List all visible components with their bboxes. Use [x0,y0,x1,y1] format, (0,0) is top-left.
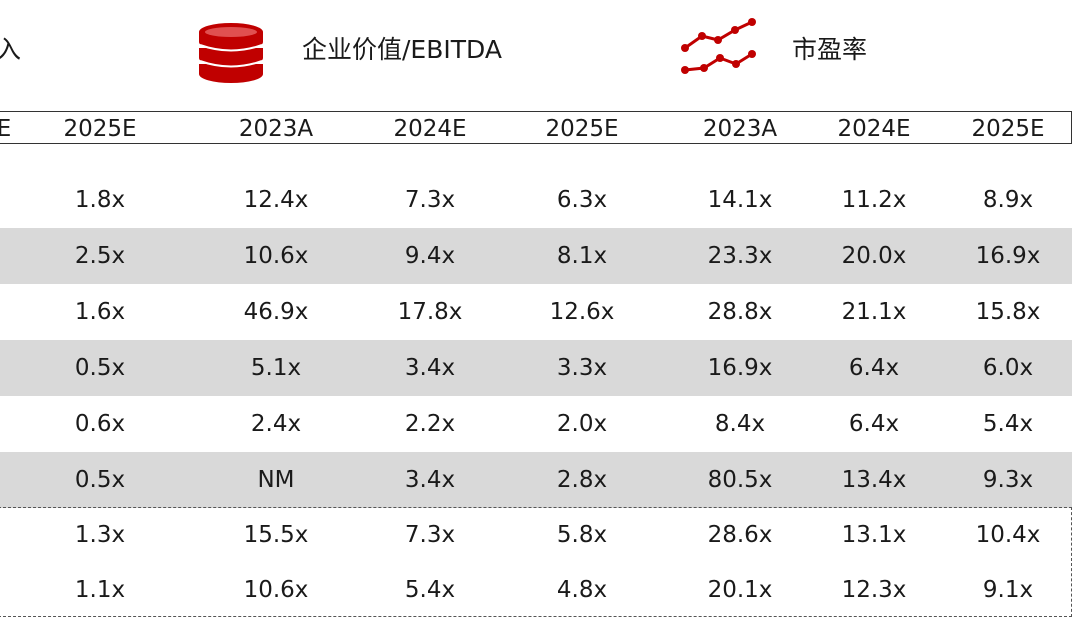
table-cell: 6.3x [556,187,608,213]
table-cell: 1.1x [74,577,126,603]
table-cell: 3.3x [556,355,608,381]
table-cell: 0.6x [74,411,126,437]
table-cell: 2.5x [74,243,126,269]
line-trend-icon [680,18,758,84]
table-cell: 9.1x [982,577,1034,603]
table-row: 0.5x 5.1x 3.4x 3.3x 16.9x 6.4x 6.0x [0,340,1072,396]
table-cell: 5.1x [250,355,302,381]
column-header: 2023A [238,116,314,142]
column-header: 2025E [545,116,619,142]
table-cell: 7.3x [404,522,456,548]
table-cell: 0.5x [74,355,126,381]
table-cell: 10.6x [243,243,309,269]
table-cell: 2.2x [404,411,456,437]
column-header-bar [0,111,1072,144]
table-row: 2.5x 10.6x 9.4x 8.1x 23.3x 20.0x 16.9x [0,228,1072,284]
table-cell: 8.1x [556,243,608,269]
table-cell: 15.5x [243,522,309,548]
table-cell: 11.2x [841,187,907,213]
table-cell: 5.8x [556,522,608,548]
table-cell: 14.1x [707,187,773,213]
ev-ebitda-group-label: 企业价值/EBITDA [302,35,502,64]
table-cell: 6.0x [982,355,1034,381]
table-cell: 4.8x [556,577,608,603]
table-cell: 17.8x [397,299,463,325]
table-cell: 12.6x [549,299,615,325]
table-cell: 9.3x [982,467,1034,493]
table-cell: 16.9x [707,355,773,381]
table-cell: 0.5x [74,467,126,493]
table-cell: 2.0x [556,411,608,437]
table-cell: 20.1x [707,577,773,603]
table-cell: NM [257,467,295,493]
table-cell: 10.4x [975,522,1041,548]
table-cell: 80.5x [707,467,773,493]
table-cell: 6.4x [848,355,900,381]
table-cell: 5.4x [404,577,456,603]
table-cell: 1.6x [74,299,126,325]
table-cell: 5.4x [982,411,1034,437]
table-cell: 15.8x [975,299,1041,325]
table-cell: 8.4x [714,411,766,437]
coin-stack-icon [196,18,266,92]
pe-group-label: 市盈率 [792,35,868,64]
column-header: 2023A [702,116,778,142]
header-left-fragment: 入 [0,35,22,64]
table-cell: 1.8x [74,187,126,213]
table-cell: 3.4x [404,467,456,493]
table-row: 1.6x 46.9x 17.8x 12.6x 28.8x 21.1x 15.8x [0,284,1072,340]
table-cell: 6.4x [848,411,900,437]
table-cell: 9.4x [404,243,456,269]
column-header: E [0,116,12,142]
column-header: 2025E [971,116,1045,142]
table-cell: 3.4x [404,355,456,381]
table-cell: 20.0x [841,243,907,269]
table-row: 1.8x 12.4x 7.3x 6.3x 14.1x 11.2x 8.9x [0,172,1072,228]
column-header: 2025E [63,116,137,142]
table-cell: 23.3x [707,243,773,269]
table-cell: 28.8x [707,299,773,325]
table-cell: 1.3x [74,522,126,548]
table-cell: 10.6x [243,577,309,603]
column-header: 2024E [837,116,911,142]
summary-row: 1.1x 10.6x 5.4x 4.8x 20.1x 12.3x 9.1x [0,562,1072,618]
table-cell: 12.4x [243,187,309,213]
table-row: 0.6x 2.4x 2.2x 2.0x 8.4x 6.4x 5.4x [0,396,1072,452]
table-row: 0.5x NM 3.4x 2.8x 80.5x 13.4x 9.3x [0,452,1072,508]
table-cell: 46.9x [243,299,309,325]
table-cell: 21.1x [841,299,907,325]
column-header: 2024E [393,116,467,142]
summary-row: 1.3x 15.5x 7.3x 5.8x 28.6x 13.1x 10.4x [0,507,1072,563]
table-cell: 28.6x [707,522,773,548]
table-cell: 12.3x [841,577,907,603]
table-cell: 8.9x [982,187,1034,213]
summary-dashed-box [0,507,1072,617]
table-cell: 13.1x [841,522,907,548]
table-cell: 7.3x [404,187,456,213]
table-cell: 2.8x [556,467,608,493]
table-cell: 2.4x [250,411,302,437]
table-cell: 16.9x [975,243,1041,269]
table-cell: 13.4x [841,467,907,493]
